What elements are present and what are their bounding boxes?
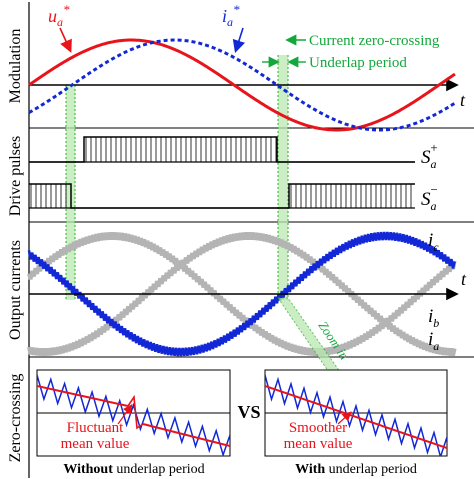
s-minus-hatch [30,184,412,208]
s-plus-label: Sa+ [421,140,438,171]
row-label-modulation: Modulation [7,29,24,104]
underlap-band-right [278,55,288,300]
with-underlap-caption: With underlap period [295,462,417,477]
ib-curve [27,232,457,356]
ia-curve [27,231,456,357]
row-label-zero-crossing: Zero-crossing [7,374,24,463]
s-minus-pulse [29,183,415,209]
underlap-period-label: Underlap period [309,55,407,71]
currents-t-label: t [461,269,467,289]
ua-star-label: ua* [48,2,70,29]
s-plus-hatch [85,137,277,162]
ic-label: ic [428,230,439,254]
ia-star-label: ia* [222,2,240,29]
drive-pulses-row: Sa+ Sa− [29,136,438,213]
smoother-pointer [337,411,352,425]
row-label-drive-pulses: Drive pulses [7,136,24,216]
fluctuant-pointer [117,404,133,425]
zero-crossing-row: Fluctuant mean value VS Smoother mean va… [36,369,448,477]
ia-star-pointer [232,27,246,54]
vs-label: VS [237,402,260,422]
without-underlap-caption: Without underlap period [63,462,204,477]
modulation-t-label: t [460,90,466,110]
fluctuant-line2: mean value [61,436,130,452]
without-underlap-mean-left [37,385,129,407]
row-label-output-currents: Output currents [7,240,24,340]
smoother-line2: mean value [284,436,353,452]
ia-label: ia [428,329,439,353]
s-minus-label: Sa− [421,182,438,213]
ia-star-curve [28,38,456,132]
current-zero-crossing-label: Current zero-crossing [309,33,440,49]
ua-star-curve [28,38,456,132]
smoother-line1: Smoother [289,420,347,436]
modulation-row: t ua* ia* Current zero-crossing Underlap… [28,2,466,132]
without-underlap-mean-jump [127,394,144,430]
with-underlap-ripple [265,374,447,456]
s-plus-pulse [29,136,415,163]
without-underlap-mean-right [142,423,230,447]
ib-label: ib [428,306,439,330]
with-underlap-mean [265,385,447,449]
ua-star-pointer [59,27,72,53]
without-underlap-ripple [37,374,230,456]
fluctuant-line1: Fluctuant [67,420,124,436]
frame [28,2,474,478]
